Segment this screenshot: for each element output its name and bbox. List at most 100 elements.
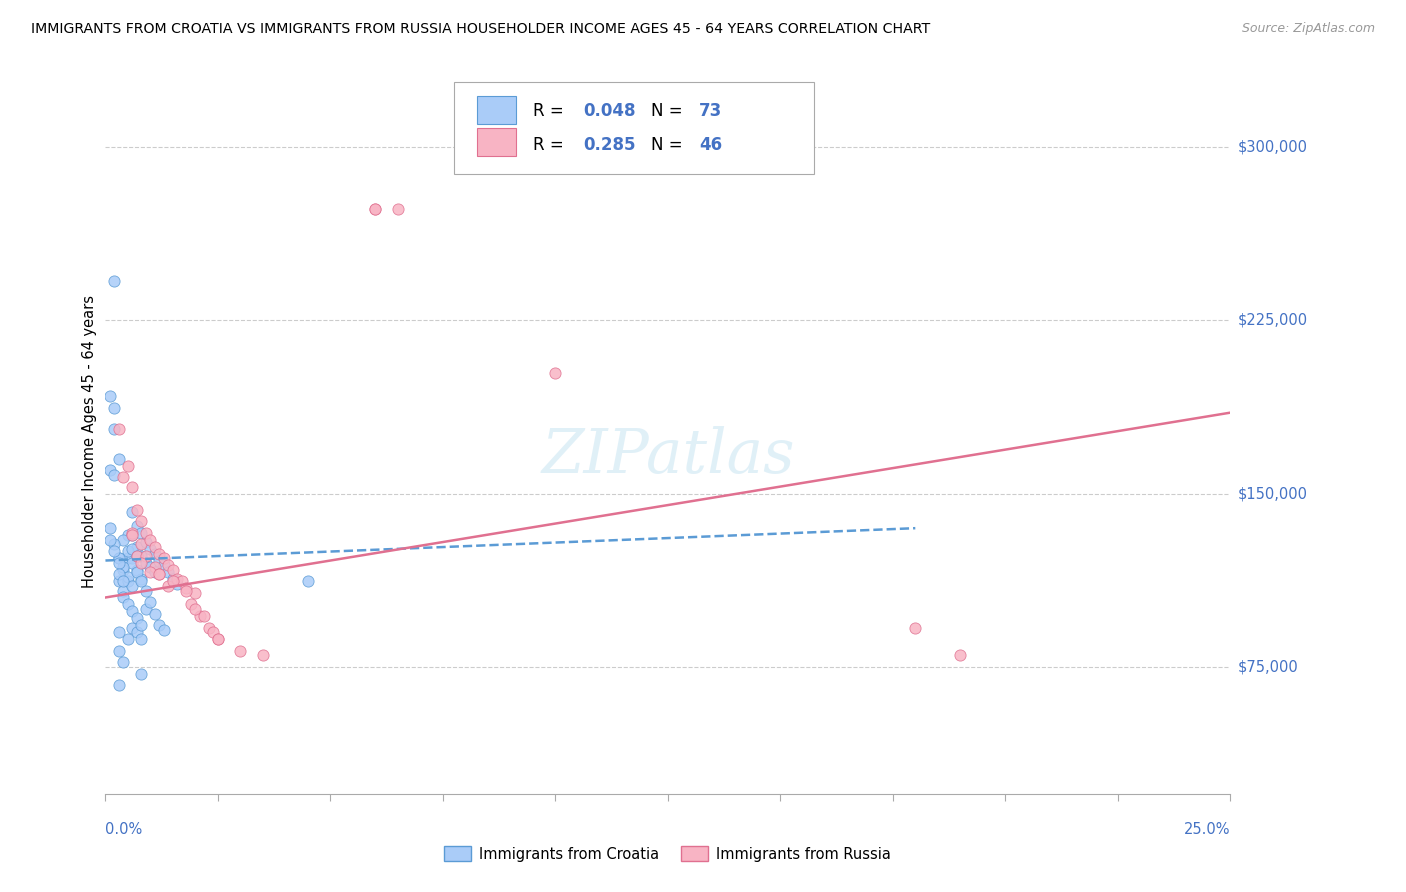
Text: R =: R = [533, 102, 569, 120]
Point [364, 202, 387, 217]
Point [904, 621, 927, 635]
Point [135, 602, 157, 616]
Point [117, 570, 139, 584]
Point [387, 202, 409, 217]
Point [252, 648, 274, 663]
Point [131, 556, 153, 570]
Point [117, 528, 139, 542]
Point [135, 583, 157, 598]
Point [131, 618, 153, 632]
Text: 25.0%: 25.0% [1184, 822, 1230, 837]
Point [949, 648, 972, 663]
Point [166, 572, 188, 586]
Point [108, 643, 131, 657]
Point [108, 551, 131, 566]
Point [153, 558, 176, 573]
Point [131, 514, 153, 528]
Point [153, 551, 176, 566]
Point [139, 533, 162, 547]
Text: Source: ZipAtlas.com: Source: ZipAtlas.com [1241, 22, 1375, 36]
Text: 0.0%: 0.0% [105, 822, 142, 837]
Point [108, 556, 131, 570]
Point [108, 422, 131, 436]
Text: R =: R = [533, 136, 569, 154]
Point [108, 625, 131, 640]
Point [131, 574, 153, 589]
Point [121, 525, 143, 540]
Point [103, 274, 125, 288]
Point [125, 565, 148, 579]
Point [108, 678, 131, 692]
Point [176, 583, 198, 598]
Point [139, 541, 162, 556]
Point [229, 643, 252, 657]
Point [125, 549, 148, 563]
Point [131, 549, 153, 563]
Point [157, 565, 180, 579]
Legend: Immigrants from Croatia, Immigrants from Russia: Immigrants from Croatia, Immigrants from… [439, 840, 897, 868]
Point [162, 572, 184, 586]
Point [135, 556, 157, 570]
Point [131, 632, 153, 646]
Text: ZIPatlas: ZIPatlas [541, 425, 794, 485]
Point [117, 574, 139, 589]
Point [121, 556, 143, 570]
Point [108, 551, 131, 566]
Text: $150,000: $150,000 [1237, 486, 1308, 501]
Point [108, 567, 131, 582]
Point [148, 618, 170, 632]
Point [112, 574, 135, 589]
Point [125, 563, 148, 577]
Text: $75,000: $75,000 [1237, 659, 1298, 674]
Point [108, 451, 131, 466]
FancyBboxPatch shape [454, 82, 814, 174]
Point [117, 458, 139, 473]
Text: $300,000: $300,000 [1237, 139, 1308, 154]
Point [184, 586, 207, 600]
Point [170, 574, 193, 589]
Point [297, 574, 319, 589]
Point [108, 574, 131, 589]
Point [143, 540, 166, 554]
Point [112, 591, 135, 605]
Point [143, 547, 166, 561]
Y-axis label: Householder Income Ages 45 - 64 years: Householder Income Ages 45 - 64 years [82, 295, 97, 588]
Text: $225,000: $225,000 [1237, 313, 1308, 327]
Point [125, 519, 148, 533]
Point [98, 533, 121, 547]
Point [103, 544, 125, 558]
Point [153, 623, 176, 637]
Point [103, 468, 125, 483]
Point [143, 560, 166, 574]
Point [148, 567, 170, 582]
Point [103, 401, 125, 415]
Point [103, 537, 125, 551]
Point [135, 525, 157, 540]
Point [544, 367, 567, 381]
Point [117, 632, 139, 646]
Point [121, 621, 143, 635]
Point [207, 632, 229, 646]
Point [112, 560, 135, 574]
Point [198, 621, 221, 635]
Point [125, 625, 148, 640]
Point [202, 625, 225, 640]
Point [143, 565, 166, 579]
Point [125, 502, 148, 516]
Point [125, 611, 148, 625]
Point [162, 574, 184, 589]
Point [148, 547, 170, 561]
Point [166, 576, 188, 591]
Point [131, 537, 153, 551]
Point [117, 544, 139, 558]
Point [139, 565, 162, 579]
Point [98, 463, 121, 477]
Point [121, 528, 143, 542]
Point [112, 655, 135, 669]
Point [112, 470, 135, 484]
Text: N =: N = [651, 136, 688, 154]
Point [98, 389, 121, 403]
Text: 0.048: 0.048 [583, 102, 636, 120]
Point [162, 563, 184, 577]
Point [143, 607, 166, 621]
